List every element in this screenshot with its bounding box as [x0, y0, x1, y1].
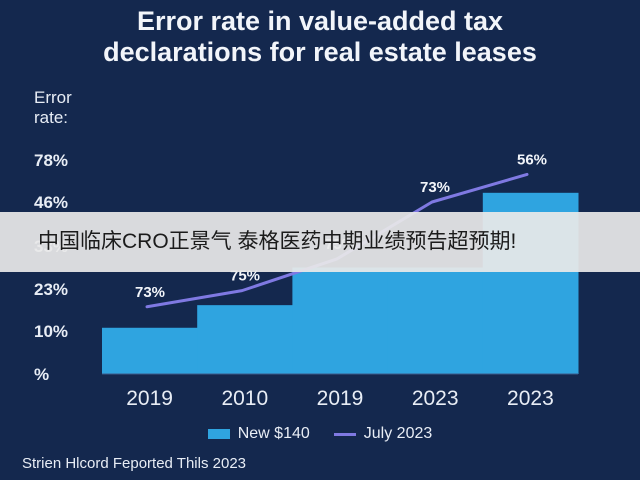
y-tick-label: 78% — [34, 151, 68, 170]
y-tick-label: 23% — [34, 280, 68, 299]
chart-legend: New $140 July 2023 — [0, 422, 640, 446]
bar — [387, 267, 484, 374]
bar — [197, 305, 293, 374]
point-label: 56% — [517, 151, 547, 168]
x-tick-label: 2010 — [221, 387, 268, 410]
banner-text: 中国临床CRO正景气 泰格医药中期业绩预告超预期! — [38, 230, 517, 253]
point-label: 73% — [135, 284, 165, 301]
x-tick-label: 2019 — [317, 387, 364, 410]
x-tick-label: 2023 — [412, 387, 459, 410]
legend-item-line: July 2023 — [333, 425, 433, 443]
y-axis-label: Error rate: — [34, 88, 72, 127]
point-label: 73% — [420, 179, 450, 196]
chart-title-line-2: declarations for real estate leases — [103, 37, 537, 67]
chart-title: Error rate in value-added tax declaratio… — [0, 6, 640, 68]
chart-title-line-1: Error rate in value-added tax — [136, 6, 504, 36]
bar — [102, 327, 198, 374]
y-tick-label: 46% — [34, 193, 68, 212]
legend-label-line: July 2023 — [363, 425, 433, 442]
y-tick-label: 10% — [34, 322, 68, 341]
bar — [292, 267, 389, 374]
legend-swatch-line — [333, 432, 356, 436]
footnote: Strien Hlcord Feported Thils 2023 — [22, 455, 247, 472]
y-tick-label: % — [34, 365, 49, 384]
overlay-banner: 中国临床CRO正景气 泰格医药中期业绩预告超预期! — [0, 212, 640, 272]
legend-swatch-bars — [207, 429, 230, 439]
legend-item-bars: New $140 — [207, 425, 310, 443]
x-tick-label: 2019 — [126, 387, 173, 410]
legend-label-bars: New $140 — [237, 425, 310, 442]
x-tick-label: 2023 — [507, 387, 554, 410]
